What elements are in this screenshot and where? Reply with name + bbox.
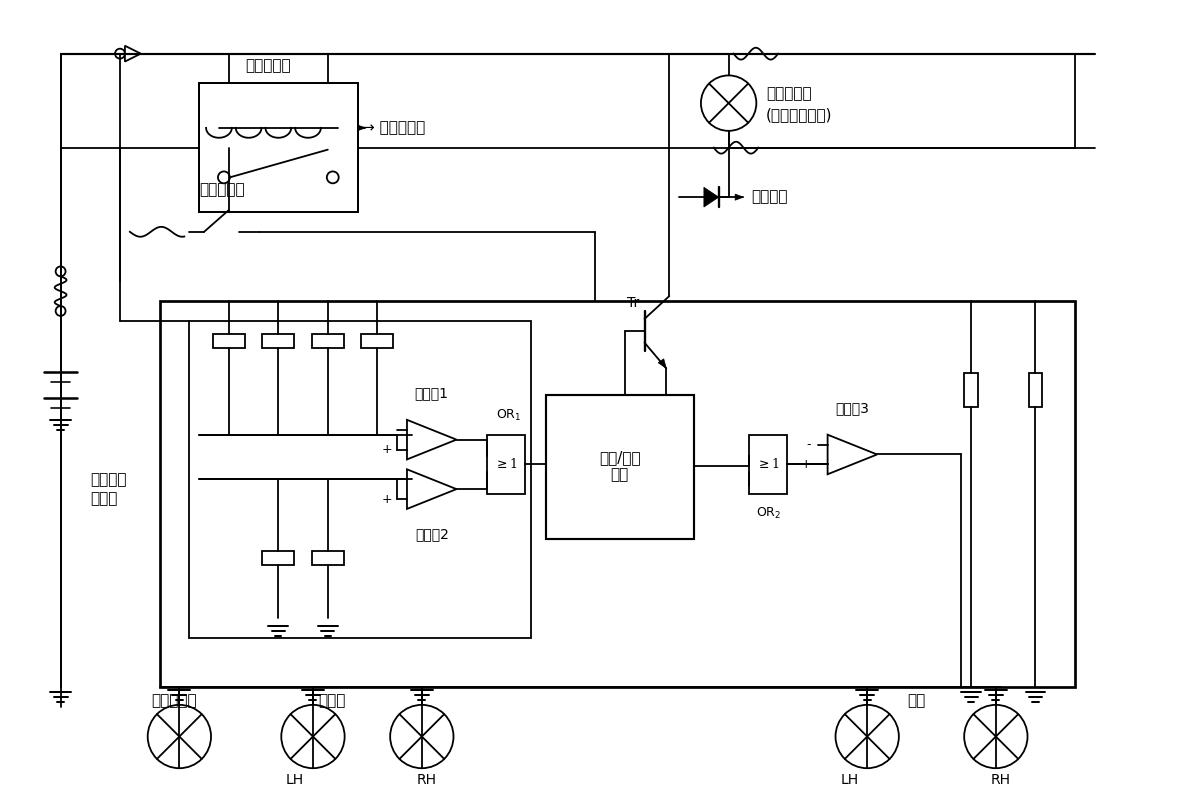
Circle shape	[390, 705, 453, 768]
Bar	[361, 334, 393, 347]
Polygon shape	[125, 46, 141, 61]
Circle shape	[56, 267, 66, 276]
Bar	[263, 334, 294, 347]
Text: 比较器1: 比较器1	[415, 386, 449, 400]
Text: RH: RH	[991, 773, 1011, 787]
Text: 灯光故障: 灯光故障	[91, 472, 127, 486]
Text: $\geq$1: $\geq$1	[756, 457, 780, 471]
Text: 制动灯: 制动灯	[318, 693, 345, 708]
Circle shape	[835, 705, 899, 768]
Bar	[964, 372, 978, 407]
Text: LH: LH	[840, 773, 858, 787]
Bar	[263, 552, 294, 566]
Polygon shape	[735, 194, 743, 200]
Circle shape	[326, 171, 338, 183]
Polygon shape	[658, 359, 667, 368]
Circle shape	[148, 705, 212, 768]
Bar	[189, 321, 531, 638]
Text: RH: RH	[417, 773, 437, 787]
Circle shape	[56, 306, 66, 316]
Text: $\geq$1: $\geq$1	[495, 457, 517, 471]
Text: +: +	[801, 458, 810, 471]
Text: 制动灯开关: 制动灯开关	[200, 182, 245, 197]
Text: → 灯控制开关: → 灯控制开关	[362, 120, 425, 136]
Text: 延迟/保持
电路: 延迟/保持 电路	[599, 450, 641, 482]
Bar	[749, 435, 788, 494]
Text: 至发电机: 至发电机	[752, 190, 788, 204]
Circle shape	[217, 171, 229, 183]
Bar	[546, 395, 694, 539]
Text: 传感器: 传感器	[91, 491, 117, 507]
Bar	[1029, 372, 1042, 407]
Text: OR$_1$: OR$_1$	[496, 408, 521, 423]
Text: -: -	[807, 438, 810, 451]
Text: Tr: Tr	[626, 296, 639, 310]
Circle shape	[964, 705, 1028, 768]
Text: 后灯警告灯: 后灯警告灯	[766, 86, 811, 101]
Circle shape	[115, 48, 125, 59]
Bar	[312, 552, 344, 566]
Polygon shape	[407, 469, 456, 509]
Bar	[160, 301, 1076, 687]
Text: 比较器3: 比较器3	[835, 401, 869, 415]
Text: 尾灯继电器: 尾灯继电器	[246, 58, 292, 74]
Bar	[312, 334, 344, 347]
Text: LH: LH	[286, 773, 305, 787]
Polygon shape	[407, 420, 456, 460]
Text: 比较器2: 比较器2	[415, 527, 448, 541]
Text: 高位制动灯: 高位制动灯	[152, 693, 197, 708]
Polygon shape	[358, 125, 366, 130]
Text: 尾灯: 尾灯	[907, 693, 925, 708]
Text: +: +	[381, 493, 392, 506]
Text: (在组合仪表内): (在组合仪表内)	[766, 107, 833, 123]
Bar	[200, 83, 357, 212]
Circle shape	[701, 75, 756, 131]
Text: +: +	[381, 443, 392, 456]
Circle shape	[281, 705, 344, 768]
Bar	[488, 435, 525, 494]
Polygon shape	[704, 187, 718, 207]
Polygon shape	[828, 435, 877, 474]
Text: OR$_2$: OR$_2$	[755, 506, 780, 521]
Bar	[213, 334, 245, 347]
